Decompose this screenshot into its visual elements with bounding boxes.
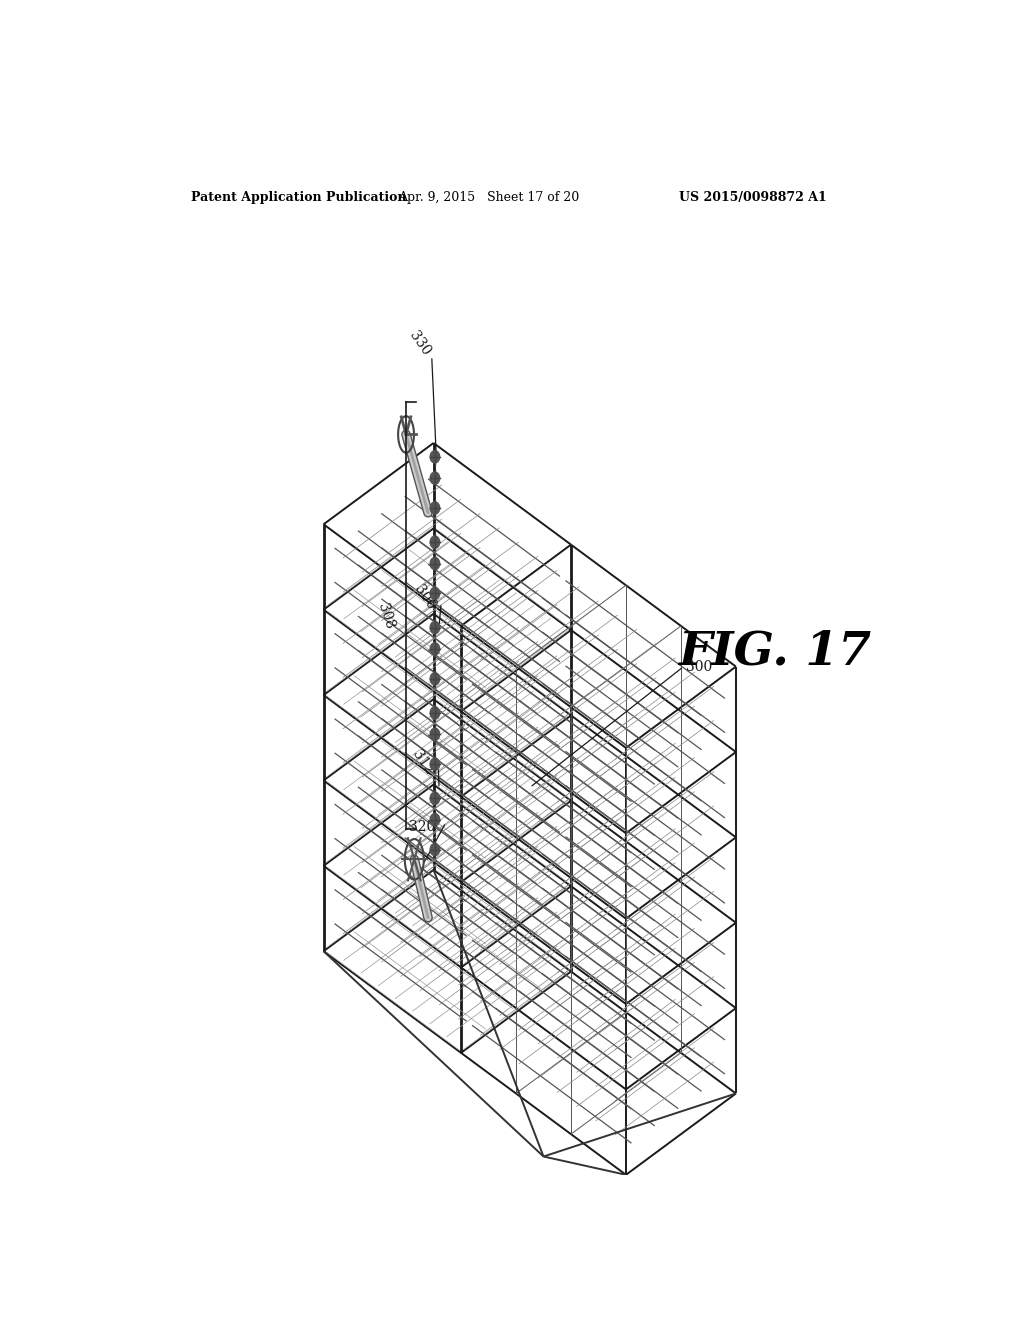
Text: US 2015/0098872 A1: US 2015/0098872 A1 — [679, 190, 826, 203]
Circle shape — [430, 643, 439, 655]
Text: 308: 308 — [376, 601, 397, 631]
Text: Apr. 9, 2015   Sheet 17 of 20: Apr. 9, 2015 Sheet 17 of 20 — [398, 190, 580, 203]
Circle shape — [430, 758, 439, 771]
Text: 330: 330 — [407, 329, 433, 359]
Circle shape — [430, 673, 439, 685]
Circle shape — [430, 450, 439, 463]
Text: Patent Application Publication: Patent Application Publication — [191, 190, 407, 203]
Circle shape — [430, 706, 439, 719]
Circle shape — [430, 557, 439, 570]
Circle shape — [430, 813, 439, 826]
Circle shape — [430, 843, 439, 855]
Circle shape — [430, 729, 439, 741]
Text: 312: 312 — [410, 747, 436, 777]
Text: 306: 306 — [412, 583, 438, 612]
Text: 320: 320 — [410, 821, 435, 834]
Circle shape — [430, 622, 439, 634]
Circle shape — [430, 473, 439, 484]
Circle shape — [430, 502, 439, 513]
Text: FIG. 17: FIG. 17 — [678, 628, 871, 675]
Circle shape — [430, 536, 439, 548]
Circle shape — [430, 792, 439, 804]
Circle shape — [430, 587, 439, 599]
Text: 300: 300 — [686, 660, 713, 673]
